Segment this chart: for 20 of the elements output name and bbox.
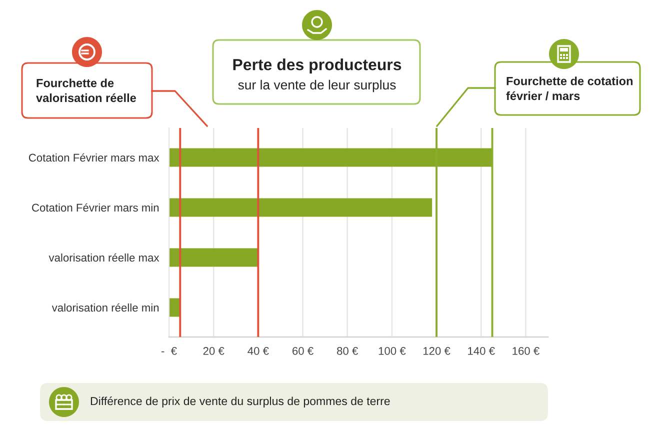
y-tick-label: Cotation Février mars min	[32, 203, 159, 212]
x-tick-label: - €	[161, 347, 177, 355]
x-tick-label: 140 €	[468, 347, 495, 355]
bar	[169, 198, 432, 217]
x-axis-title: Différence de prix de vente du surplus de pommes de terre	[90, 396, 390, 408]
chart-subtitle: sur la vente de leur surplus	[238, 80, 396, 92]
x-tick-label: 20 €	[203, 347, 224, 355]
x-tick-label: 40 €	[248, 347, 269, 355]
y-tick-label: Cotation Février mars max	[28, 153, 160, 162]
chart-title: Perte des producteurs	[233, 58, 402, 74]
x-tick-label: 120 €	[423, 347, 450, 355]
x-tick-label: 160 €	[512, 347, 540, 355]
text: Fourchette de valorisation réelle	[36, 78, 136, 102]
y-tick-label: valorisation réelle min	[52, 303, 159, 312]
x-tick-label: 80 €	[337, 347, 358, 355]
text: Fourchette de cotation février / mars	[506, 76, 633, 100]
y-tick-label: valorisation réelle max	[48, 253, 160, 262]
x-tick-label: 100 €	[378, 347, 406, 355]
x-tick-label: 60 €	[292, 347, 314, 355]
bar	[169, 248, 258, 267]
